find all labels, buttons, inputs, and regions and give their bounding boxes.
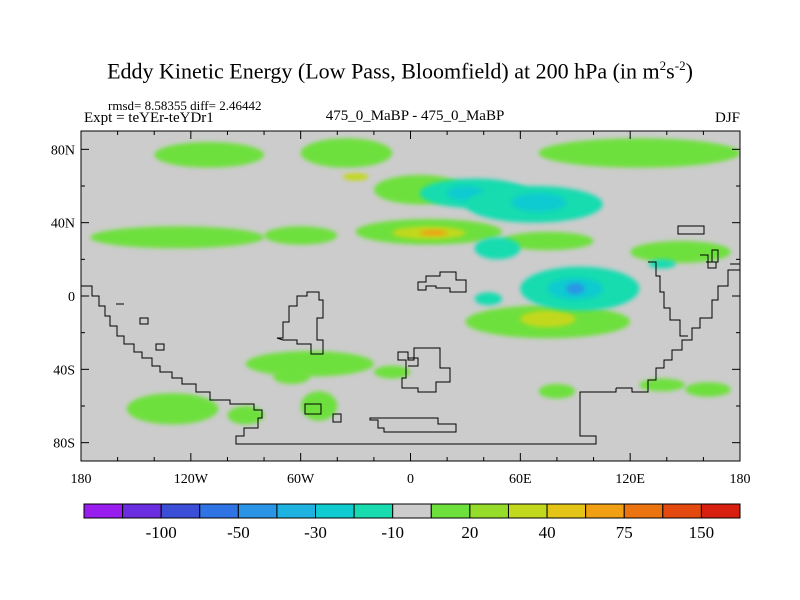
x-tick-label: 60W [287,472,315,487]
positive-anomaly-region [264,226,338,245]
colorbar-swatch [353,503,394,519]
contour-fill-layer [90,138,740,425]
colorbar-swatch [700,503,741,519]
colorbar-label: -30 [304,523,327,542]
positive-anomaly-region [300,138,393,168]
positive-anomaly-region [126,393,219,425]
colorbar-swatch [122,503,162,519]
colorbar-swatch [392,503,432,519]
positive-anomaly-region [419,230,448,236]
colorbar-label: 20 [461,523,478,542]
positive-anomaly-region [685,382,731,397]
colorbar-swatch [430,503,471,519]
positive-anomaly-region [342,173,369,181]
negative-anomaly-region [566,283,585,295]
x-tick-label: 60E [509,472,532,487]
x-tick-label: 0 [407,472,414,487]
colorbar-swatch [507,503,548,519]
positive-anomaly-region [90,226,265,249]
y-tick-label: 0 [68,290,75,305]
x-tick-label: 180 [71,472,92,487]
experiment-label: Expt = teYEr-teYDr1 [84,110,214,126]
x-tick-label: 120W [174,472,209,487]
positive-anomaly-region [639,378,686,392]
rmsd-label: rmsd= 8.58355 diff= 2.46442 [108,98,262,113]
positive-anomaly-region [538,138,740,168]
negative-anomaly-region [511,193,567,212]
x-tick-label: 120E [615,472,645,487]
coastline-outline [81,225,740,445]
positive-anomaly-region [227,406,265,425]
colorbar-swatch [662,503,702,519]
negative-anomaly-region [474,237,521,260]
positive-anomaly-region [245,351,374,377]
colorbar-swatch [83,503,124,519]
positive-anomaly-region [154,142,264,168]
positive-anomaly-region [273,369,310,385]
colorbar-label: -50 [227,523,250,542]
positive-anomaly-region [373,365,411,379]
colorbar-swatch [199,503,239,519]
y-tick-label: 80S [53,437,75,452]
y-tick-label: 40S [53,363,75,378]
season-label: DJF [714,110,740,126]
colorbar-swatch [546,503,587,519]
colorbar-label: 40 [539,523,556,542]
positive-anomaly-region [538,384,576,399]
colorbar-label: 150 [689,523,715,542]
positive-anomaly-region [502,231,594,251]
colorbar-label: 75 [616,523,633,542]
colorbar-label: -10 [381,523,404,542]
negative-anomaly-region [648,259,676,269]
x-tick-label: 180 [730,472,751,487]
colorbar-label: -100 [146,523,177,542]
colorbar-swatch [315,503,355,519]
colorbar: -100 -50 -30 -10 20 40 75 150 [83,503,741,542]
colorbar-swatch [585,503,625,519]
positive-anomaly-region [520,310,576,328]
colorbar-swatch [276,503,317,519]
colorbar-swatch [160,503,201,519]
colorbar-swatch [469,503,509,519]
y-tick-label: 40N [51,217,75,232]
negative-anomaly-region [474,292,502,306]
y-tick-label: 80N [51,143,75,158]
positive-anomaly-region [300,391,338,421]
positive-anomaly-region [630,241,731,263]
colorbar-swatch [623,503,664,519]
axes: 180 120W 60W 0 60E 120E 180 80N 40N 0 40S 80S [51,131,751,487]
chart-title: Eddy Kinetic Energy (Low Pass, Bloomfiel… [107,58,693,84]
difference-label: 475_0_MaBP - 475_0_MaBP [325,108,505,124]
colorbar-swatch [237,503,278,519]
